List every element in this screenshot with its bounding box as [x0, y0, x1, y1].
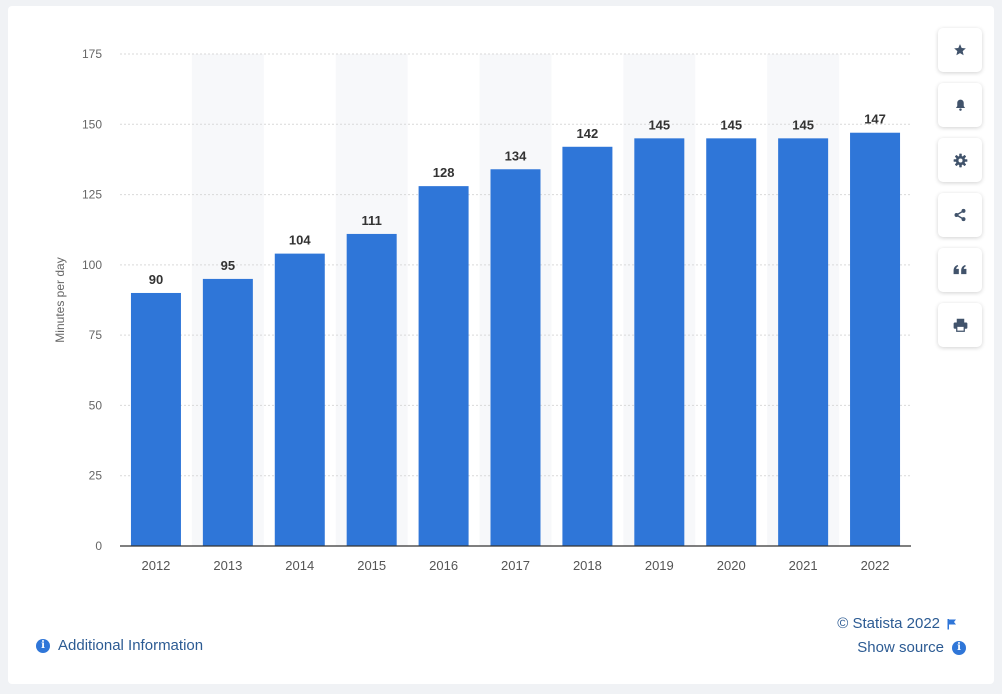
print-button[interactable]: [938, 303, 982, 347]
credit-text: © Statista 2022: [837, 615, 940, 632]
y-tick-label: 25: [89, 469, 103, 483]
value-labels: 90 95 104 111 128 134 142 145 145 145 147: [149, 112, 886, 287]
y-tick-label: 0: [95, 539, 102, 553]
value-label-2017: 134: [505, 148, 527, 163]
bar-2020[interactable]: [706, 138, 757, 547]
x-tick-label-2012: 2012: [141, 558, 170, 573]
flag-icon: [947, 618, 956, 629]
x-tick-label-2017: 2017: [501, 558, 530, 573]
bell-icon: [955, 99, 965, 111]
bar-2019[interactable]: [634, 138, 685, 547]
y-tick-label: 75: [89, 328, 103, 342]
share-icon: [954, 208, 966, 222]
bar-2013[interactable]: [202, 278, 253, 546]
value-label-2012: 90: [149, 272, 163, 287]
x-tick-label-2022: 2022: [861, 558, 890, 573]
chart-toolbar: [938, 28, 982, 358]
value-label-2014: 104: [289, 233, 311, 248]
bar-chart: 90 95 104 111 128 134 142 145 145 145 147 2012 2013…: [53, 47, 911, 573]
x-tick-label-2018: 2018: [573, 558, 602, 573]
x-tick-label-2016: 2016: [429, 558, 458, 573]
bar-2015[interactable]: [346, 233, 397, 546]
x-tick-label-2020: 2020: [717, 558, 746, 573]
value-label-2013: 95: [221, 258, 235, 273]
value-label-2021: 145: [792, 117, 814, 132]
bar-2014[interactable]: [274, 253, 325, 546]
y-tick-label: 100: [82, 258, 102, 272]
additional-information-link[interactable]: i Additional Information: [36, 637, 203, 654]
y-tick-label: 150: [82, 117, 102, 131]
x-tick-label-2014: 2014: [285, 558, 314, 573]
gear-icon: [953, 153, 967, 167]
cite-button[interactable]: [938, 248, 982, 292]
show-source-label: Show source: [857, 639, 944, 656]
value-label-2020: 145: [720, 117, 742, 132]
x-tick-label-2019: 2019: [645, 558, 674, 573]
bar-2017[interactable]: [490, 169, 541, 547]
additional-information-label: Additional Information: [58, 637, 204, 654]
x-tick-label-2015: 2015: [357, 558, 386, 573]
printer-icon: [953, 318, 967, 332]
statista-credit[interactable]: © Statista 2022: [837, 615, 958, 632]
y-tick-label: 125: [82, 188, 102, 202]
x-tick-label-2021: 2021: [789, 558, 818, 573]
bars: [130, 132, 901, 547]
bar-2022[interactable]: [850, 132, 901, 546]
show-source-link[interactable]: Show source i: [857, 639, 966, 656]
value-label-2018: 142: [577, 126, 599, 141]
info-icon: i: [36, 638, 50, 653]
bar-2021[interactable]: [778, 138, 829, 547]
y-tick-label: 175: [82, 47, 102, 61]
bar-2012[interactable]: [130, 292, 181, 546]
chart-card: 90 95 104 111 128 134 142 145 145 145 147 2012 2013…: [8, 6, 994, 684]
x-tick-labels: 2012 2013 2014 2015 2016 2017 2018 2019 2020 2021…: [141, 558, 889, 573]
settings-button[interactable]: [938, 138, 982, 182]
quote-icon: [953, 265, 967, 275]
x-tick-label-2013: 2013: [213, 558, 242, 573]
notify-button[interactable]: [938, 83, 982, 127]
y-tick-labels: 0 25 50 75 100 125 150 175: [82, 47, 102, 553]
y-axis-title: Minutes per day: [53, 257, 67, 342]
info-icon: i: [952, 640, 966, 655]
value-label-2015: 111: [362, 213, 382, 228]
y-tick-label: 50: [89, 398, 103, 412]
bar-2016[interactable]: [418, 186, 469, 546]
star-icon: [954, 44, 966, 56]
bar-2018[interactable]: [562, 146, 613, 546]
value-label-2016: 128: [433, 165, 455, 180]
favorite-button[interactable]: [938, 28, 982, 72]
value-label-2022: 147: [864, 112, 886, 127]
share-button[interactable]: [938, 193, 982, 237]
value-label-2019: 145: [648, 117, 670, 132]
